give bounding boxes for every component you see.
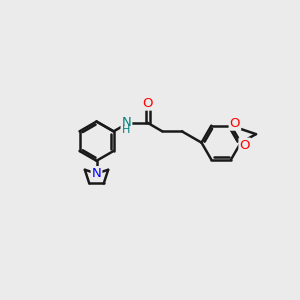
Text: H: H bbox=[122, 125, 130, 135]
Text: N: N bbox=[92, 167, 101, 180]
Text: O: O bbox=[239, 139, 250, 152]
Text: N: N bbox=[122, 116, 131, 129]
Text: O: O bbox=[142, 97, 153, 110]
Text: O: O bbox=[230, 117, 240, 130]
